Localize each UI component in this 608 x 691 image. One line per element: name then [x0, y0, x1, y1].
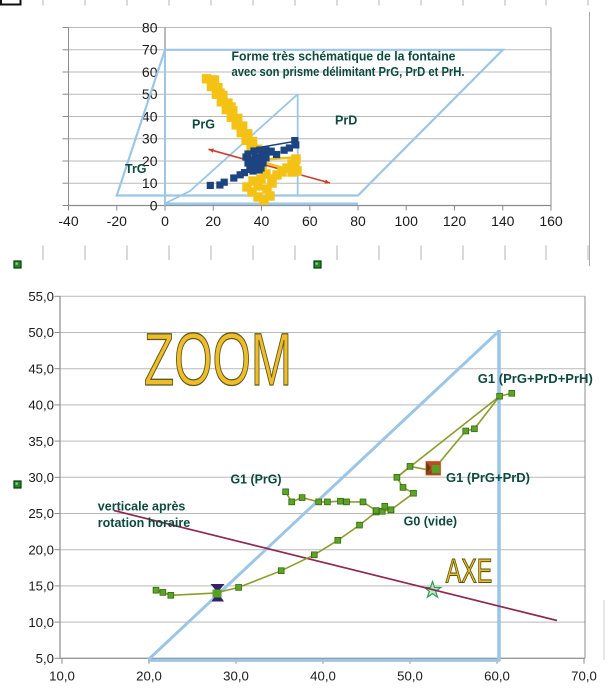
svg-text:140: 140	[491, 213, 515, 229]
svg-text:45,0: 45,0	[28, 361, 54, 376]
svg-text:120: 120	[443, 213, 467, 229]
svg-text:15,0: 15,0	[28, 579, 54, 594]
svg-text:80: 80	[350, 213, 366, 229]
svg-text:verticale après: verticale après	[98, 500, 186, 514]
svg-text:Forme très schématique de la f: Forme très schématique de la fontaine	[232, 50, 456, 64]
svg-text:20,0: 20,0	[136, 669, 162, 684]
svg-text:40,0: 40,0	[310, 669, 336, 684]
svg-text:50,0: 50,0	[28, 325, 54, 340]
svg-text:30,0: 30,0	[28, 470, 54, 485]
svg-text:-20: -20	[107, 213, 127, 229]
svg-text:avec son prisme délimitant PrG: avec son prisme délimitant PrG, PrD et P…	[232, 65, 465, 79]
svg-text:70,0: 70,0	[571, 669, 597, 684]
svg-text:20: 20	[205, 213, 221, 229]
svg-text:20,0: 20,0	[28, 542, 54, 557]
svg-text:10: 10	[142, 175, 158, 191]
svg-text:50,0: 50,0	[397, 669, 423, 684]
svg-text:60: 60	[302, 213, 318, 229]
svg-text:40: 40	[254, 213, 270, 229]
svg-text:10,0: 10,0	[28, 615, 54, 630]
svg-text:60: 60	[142, 64, 158, 80]
svg-text:100: 100	[395, 213, 419, 229]
svg-text:G0 (vide): G0 (vide)	[404, 514, 458, 528]
svg-text:G1 (PrG): G1 (PrG)	[231, 473, 282, 487]
svg-text:5,0: 5,0	[36, 651, 54, 666]
svg-text:G1 (PrG+PrD): G1 (PrG+PrD)	[446, 471, 530, 485]
svg-text:-40: -40	[58, 213, 78, 229]
svg-text:40: 40	[142, 108, 158, 124]
svg-text:55,0: 55,0	[28, 289, 54, 304]
svg-text:25,0: 25,0	[28, 506, 54, 521]
svg-text:PrG: PrG	[192, 118, 215, 132]
svg-text:0: 0	[150, 197, 158, 213]
svg-text:G1 (PrG+PrD+PrH): G1 (PrG+PrD+PrH)	[478, 372, 593, 386]
svg-text:TrG: TrG	[125, 162, 147, 176]
svg-text:30: 30	[142, 131, 158, 147]
svg-text:40,0: 40,0	[28, 398, 54, 413]
svg-text:10,0: 10,0	[49, 669, 75, 684]
svg-text:0: 0	[161, 213, 169, 229]
svg-text:30,0: 30,0	[223, 669, 249, 684]
svg-text:60,0: 60,0	[484, 669, 510, 684]
svg-text:80: 80	[142, 19, 158, 35]
svg-text:PrD: PrD	[335, 113, 357, 127]
svg-text:160: 160	[539, 213, 563, 229]
svg-text:ZOOM: ZOOM	[144, 318, 292, 401]
svg-text:AXE: AXE	[446, 552, 493, 590]
svg-text:70: 70	[142, 42, 158, 58]
svg-text:35,0: 35,0	[28, 434, 54, 449]
svg-text:20: 20	[142, 153, 158, 169]
svg-text:rotation horaire: rotation horaire	[98, 516, 190, 530]
